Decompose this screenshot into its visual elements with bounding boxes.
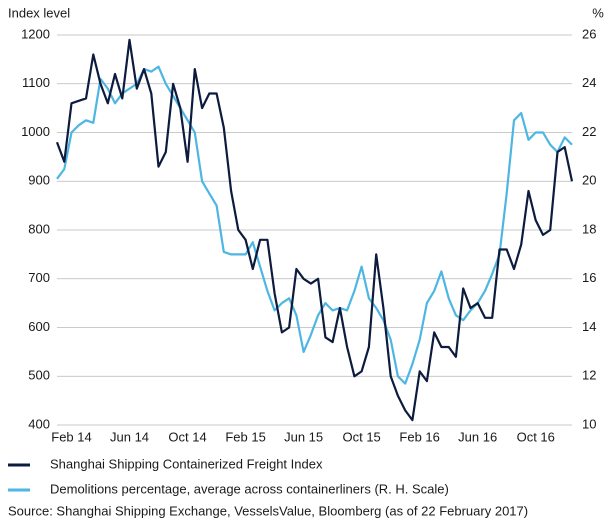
x-tick-label: Oct 15 bbox=[342, 429, 380, 444]
y-tick-label: 400 bbox=[28, 416, 50, 431]
y2-tick-label: 16 bbox=[582, 270, 596, 285]
x-tick-label: Jun 14 bbox=[110, 429, 149, 444]
y-tick-label: 800 bbox=[28, 221, 50, 236]
legend-label: Shanghai Shipping Containerized Freight … bbox=[50, 456, 323, 471]
y-axis-title: Index level bbox=[8, 5, 70, 20]
x-tick-label: Oct 14 bbox=[168, 429, 206, 444]
y2-tick-label: 12 bbox=[582, 368, 596, 383]
y-tick-label: 600 bbox=[28, 319, 50, 334]
y-tick-label: 1100 bbox=[22, 75, 50, 90]
x-tick-label: Jun 16 bbox=[458, 429, 497, 444]
y2-tick-label: 14 bbox=[582, 319, 596, 334]
y2-tick-label: 18 bbox=[582, 221, 596, 236]
x-tick-label: Oct 16 bbox=[517, 429, 555, 444]
y2-axis-title: % bbox=[592, 5, 604, 20]
y-tick-label: 700 bbox=[28, 270, 50, 285]
y-tick-label: 1000 bbox=[21, 124, 50, 139]
source: Source: Shanghai Shipping Exchange, Vess… bbox=[8, 503, 528, 518]
y2-tick-label: 20 bbox=[582, 173, 596, 188]
x-tick-label: Feb 15 bbox=[225, 429, 265, 444]
x-tick-label: Feb 16 bbox=[399, 429, 439, 444]
legend-label: Demolitions percentage, average across c… bbox=[50, 481, 449, 496]
y-tick-label: 1200 bbox=[21, 26, 50, 41]
series-line bbox=[55, 38, 574, 422]
y2-tick-label: 24 bbox=[582, 75, 596, 90]
x-tick-label: Jun 15 bbox=[284, 429, 323, 444]
y-tick-label: 900 bbox=[28, 173, 50, 188]
y2-tick-label: 26 bbox=[582, 26, 596, 41]
series-line bbox=[56, 65, 573, 385]
x-tick-label: Feb 14 bbox=[51, 429, 91, 444]
y-tick-label: 500 bbox=[28, 368, 50, 383]
y2-tick-label: 10 bbox=[582, 416, 596, 431]
y2-tick-label: 22 bbox=[582, 124, 596, 139]
